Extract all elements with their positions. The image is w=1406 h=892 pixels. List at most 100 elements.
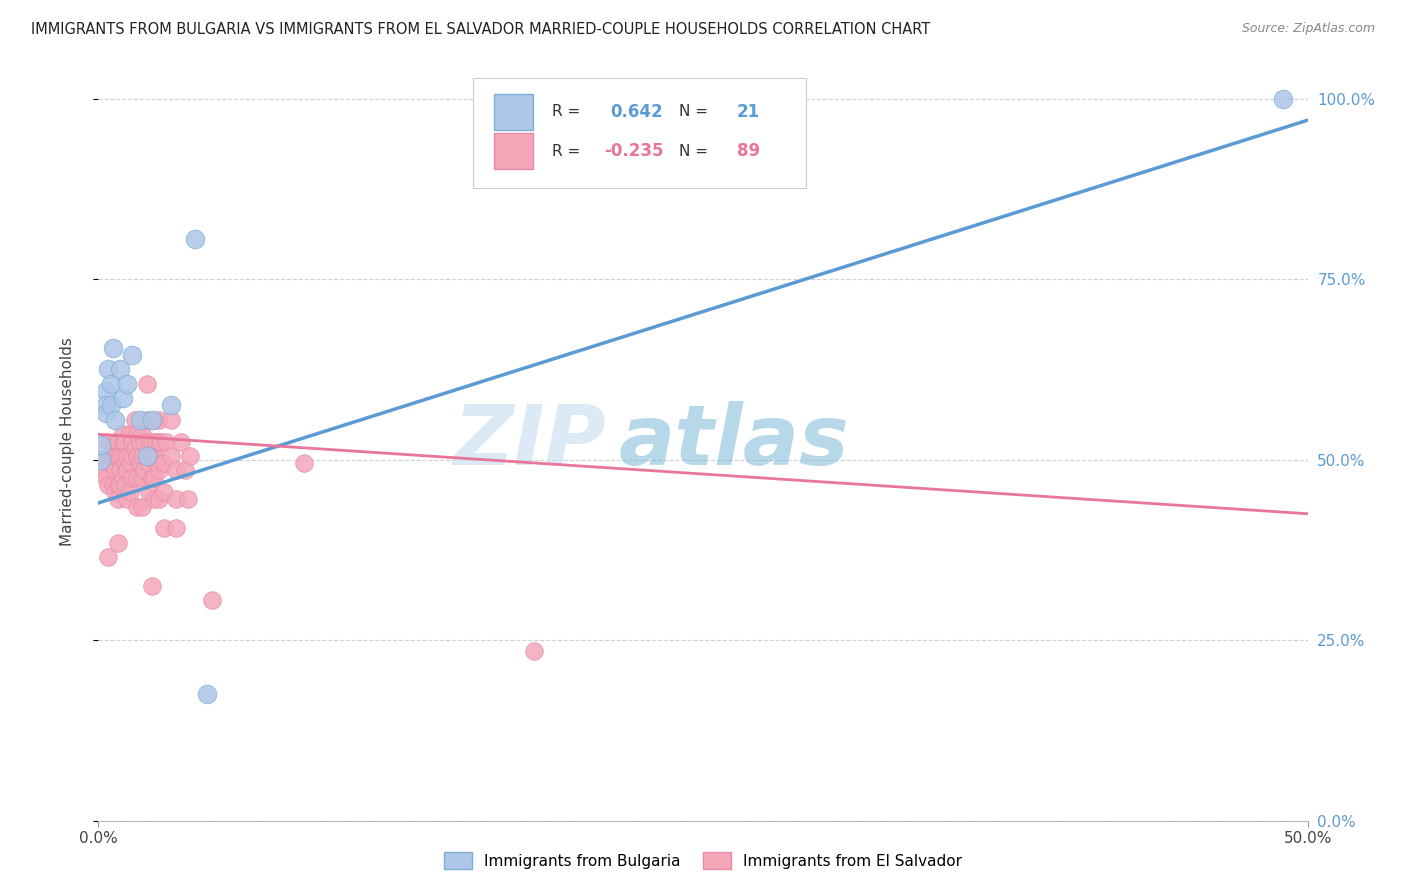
Point xyxy=(127,449,149,463)
Point xyxy=(141,470,163,484)
Point xyxy=(148,463,170,477)
Point xyxy=(111,427,134,442)
Text: R =: R = xyxy=(551,104,585,120)
Point xyxy=(121,434,143,449)
Text: 21: 21 xyxy=(737,103,761,120)
Point xyxy=(131,470,153,484)
Point xyxy=(94,470,117,484)
Point xyxy=(155,434,177,449)
Point xyxy=(169,434,191,449)
Point xyxy=(107,492,129,507)
Point xyxy=(152,521,174,535)
Point xyxy=(131,449,153,463)
Point xyxy=(135,413,157,427)
Legend: Immigrants from Bulgaria, Immigrants from El Salvador: Immigrants from Bulgaria, Immigrants fro… xyxy=(437,846,969,875)
Point xyxy=(135,376,157,391)
Point xyxy=(523,644,546,658)
Point xyxy=(141,449,163,463)
Point xyxy=(111,449,134,463)
Point xyxy=(127,500,149,514)
Point xyxy=(165,521,187,535)
Point xyxy=(90,452,112,467)
Point xyxy=(165,463,187,477)
Point xyxy=(104,434,127,449)
Point xyxy=(101,442,124,456)
Point xyxy=(134,463,156,477)
Point xyxy=(160,399,183,413)
Point xyxy=(114,456,136,470)
Point xyxy=(148,413,170,427)
Point xyxy=(135,449,157,463)
Point xyxy=(108,362,131,376)
Point xyxy=(97,478,120,492)
Point xyxy=(165,492,187,507)
Point xyxy=(100,399,122,413)
Point xyxy=(148,434,170,449)
Point xyxy=(118,456,141,470)
Point xyxy=(131,500,153,514)
Point xyxy=(134,434,156,449)
Point xyxy=(114,478,136,492)
Point xyxy=(152,485,174,500)
Point xyxy=(128,456,150,470)
Point xyxy=(97,362,120,376)
Point xyxy=(118,427,141,442)
Point xyxy=(90,438,112,452)
Point xyxy=(141,579,163,593)
FancyBboxPatch shape xyxy=(474,78,806,187)
Point xyxy=(124,413,146,427)
Point xyxy=(104,463,127,477)
Y-axis label: Married-couple Households: Married-couple Households xyxy=(60,337,75,546)
Point xyxy=(141,434,163,449)
Point xyxy=(101,478,124,492)
Point xyxy=(145,456,167,470)
Point xyxy=(177,492,200,507)
Point xyxy=(104,485,127,500)
Point xyxy=(90,452,112,467)
Text: IMMIGRANTS FROM BULGARIA VS IMMIGRANTS FROM EL SALVADOR MARRIED-COUPLE HOUSEHOLD: IMMIGRANTS FROM BULGARIA VS IMMIGRANTS F… xyxy=(31,22,931,37)
Point xyxy=(117,376,139,391)
Point xyxy=(121,449,143,463)
Point xyxy=(117,492,139,507)
Point xyxy=(127,470,149,484)
Point xyxy=(160,413,183,427)
Point xyxy=(107,478,129,492)
Text: R =: R = xyxy=(551,144,585,159)
Text: Source: ZipAtlas.com: Source: ZipAtlas.com xyxy=(1241,22,1375,36)
Point xyxy=(94,384,117,398)
FancyBboxPatch shape xyxy=(494,133,533,169)
Point xyxy=(117,463,139,477)
Point xyxy=(148,492,170,507)
Point xyxy=(118,485,141,500)
Point xyxy=(107,535,129,549)
Point xyxy=(108,449,131,463)
Point xyxy=(201,593,224,607)
Point xyxy=(145,434,167,449)
Point xyxy=(141,413,163,427)
Point xyxy=(127,427,149,442)
Text: 0.642: 0.642 xyxy=(610,103,662,120)
Point xyxy=(143,413,166,427)
Point xyxy=(117,449,139,463)
Point xyxy=(100,376,122,391)
Point xyxy=(111,470,134,484)
Point xyxy=(91,463,114,477)
Point xyxy=(124,442,146,456)
Point xyxy=(292,456,315,470)
Point xyxy=(100,456,122,470)
Text: ZIP: ZIP xyxy=(454,401,606,482)
Point xyxy=(152,456,174,470)
Point xyxy=(104,449,127,463)
Point xyxy=(143,492,166,507)
Point xyxy=(114,434,136,449)
Text: -0.235: -0.235 xyxy=(603,142,664,161)
Point xyxy=(131,427,153,442)
Point xyxy=(94,406,117,420)
Point xyxy=(138,485,160,500)
Point xyxy=(108,478,131,492)
Point xyxy=(138,456,160,470)
Point xyxy=(111,434,134,449)
Point xyxy=(121,348,143,362)
Point xyxy=(143,470,166,484)
Point xyxy=(107,434,129,449)
